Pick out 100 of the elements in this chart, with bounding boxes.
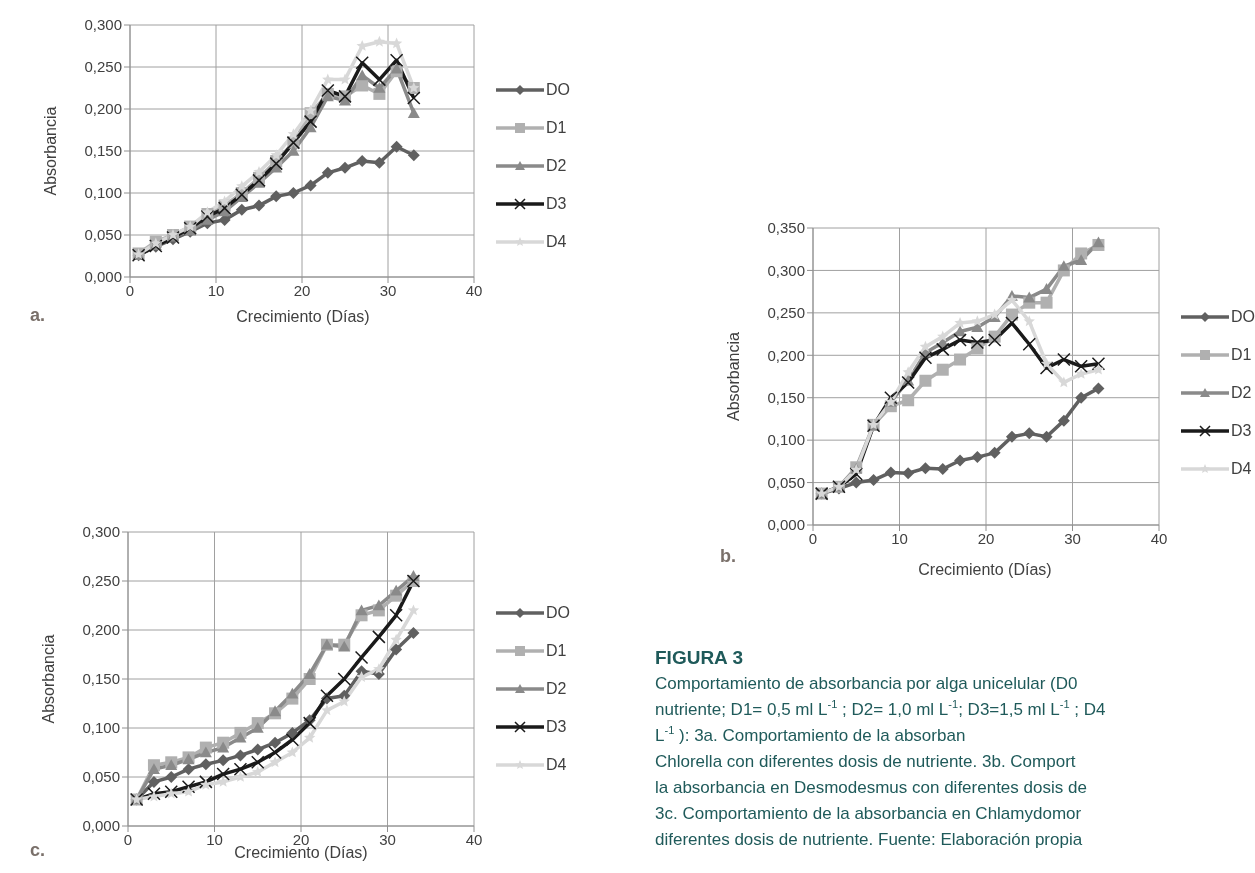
point [199,746,212,758]
y-tick-label: 0,100 [84,184,122,202]
point [902,467,915,480]
point [216,767,230,781]
y-tick-label: 0,300 [84,16,122,34]
text: 3c. Comportamiento de la absorbancia en Chlamydomor [655,803,1083,825]
point [251,722,264,733]
point [390,62,403,74]
point [270,149,282,161]
point [303,114,318,129]
point [407,91,421,105]
y-tick-label: 0,100 [82,719,120,737]
point [286,687,299,699]
legend-label: D3 [546,718,567,736]
point [1005,430,1018,443]
y-tick-label: 0,100 [767,431,805,449]
x-axis-title: Crecimiento (Días) [917,561,1053,579]
point [303,731,316,743]
text: L$^{-1}$ ): 3a. Comportamiento de la absorban [655,723,967,747]
point [234,731,247,743]
point [182,763,195,776]
x-tick-label: 0 [123,830,133,848]
point [987,333,1002,347]
point [251,743,264,756]
point [390,584,403,596]
point [321,83,335,98]
point [269,756,281,768]
point [1092,382,1105,395]
point [390,140,403,153]
y-axis-title: Absorbancia [39,634,57,724]
point [304,104,317,116]
legend-label: D1 [546,642,567,660]
x-tick-label: 30 [1064,529,1081,547]
point [1039,361,1054,375]
legend-label: D3 [1231,421,1252,440]
point [389,608,403,623]
point [373,82,386,93]
point [884,466,897,479]
legend-label: D1 [1231,345,1252,364]
point [147,786,161,801]
legend-label: DO [546,604,570,622]
point [234,749,247,762]
x-tick-label: 10 [891,529,908,547]
point [181,780,196,794]
y-tick-label: 0,250 [82,572,120,590]
point [147,775,160,788]
point [199,758,212,771]
point [1091,357,1106,371]
point [902,366,914,378]
legend-label: D2 [546,157,567,175]
point [217,775,229,787]
x-tick-label: 20 [977,529,995,547]
x-tick-label: 0 [125,281,135,299]
point [287,128,300,140]
point [253,166,265,177]
point [320,688,334,703]
point [936,363,949,376]
point [339,73,351,85]
point [269,736,282,749]
point [1057,260,1070,271]
y-tick-label: 0,150 [84,142,122,160]
point [372,599,385,611]
x-tick-label: 30 [379,281,397,299]
y-tick-label: 0,000 [767,516,805,534]
point [339,161,351,174]
point [1075,247,1088,260]
point [286,746,299,758]
point [270,190,283,203]
legend-label: D4 [1231,459,1252,478]
point [407,626,420,639]
point [251,755,265,770]
point [937,330,949,342]
point [1023,427,1036,440]
text: Comportamiento de absorbancia por alga unicelular (D0 [655,673,1079,695]
point [850,476,863,489]
x-tick-label: 40 [465,830,483,848]
point [217,741,230,753]
text: b. [720,546,736,567]
y-tick-label: 0,050 [84,226,122,244]
x-tick-label: 30 [379,830,396,848]
point [884,390,898,405]
point [322,73,334,85]
point [287,187,300,199]
text: diferentes dosis de nutriente. Fuente: Elaboración propia [655,829,1084,851]
y-tick-label: 0,200 [767,346,805,364]
point [1023,291,1036,303]
point [919,374,932,387]
point [407,149,420,162]
point [1057,414,1070,427]
point [268,745,282,760]
point [1040,283,1053,294]
y-tick-label: 0,250 [84,58,122,76]
text: c. [30,840,46,861]
point [182,785,195,797]
point [200,209,215,224]
point [236,180,248,192]
y-tick-label: 0,000 [84,268,122,286]
point [390,643,403,656]
point [407,107,420,118]
legend-label: D4 [546,756,567,774]
